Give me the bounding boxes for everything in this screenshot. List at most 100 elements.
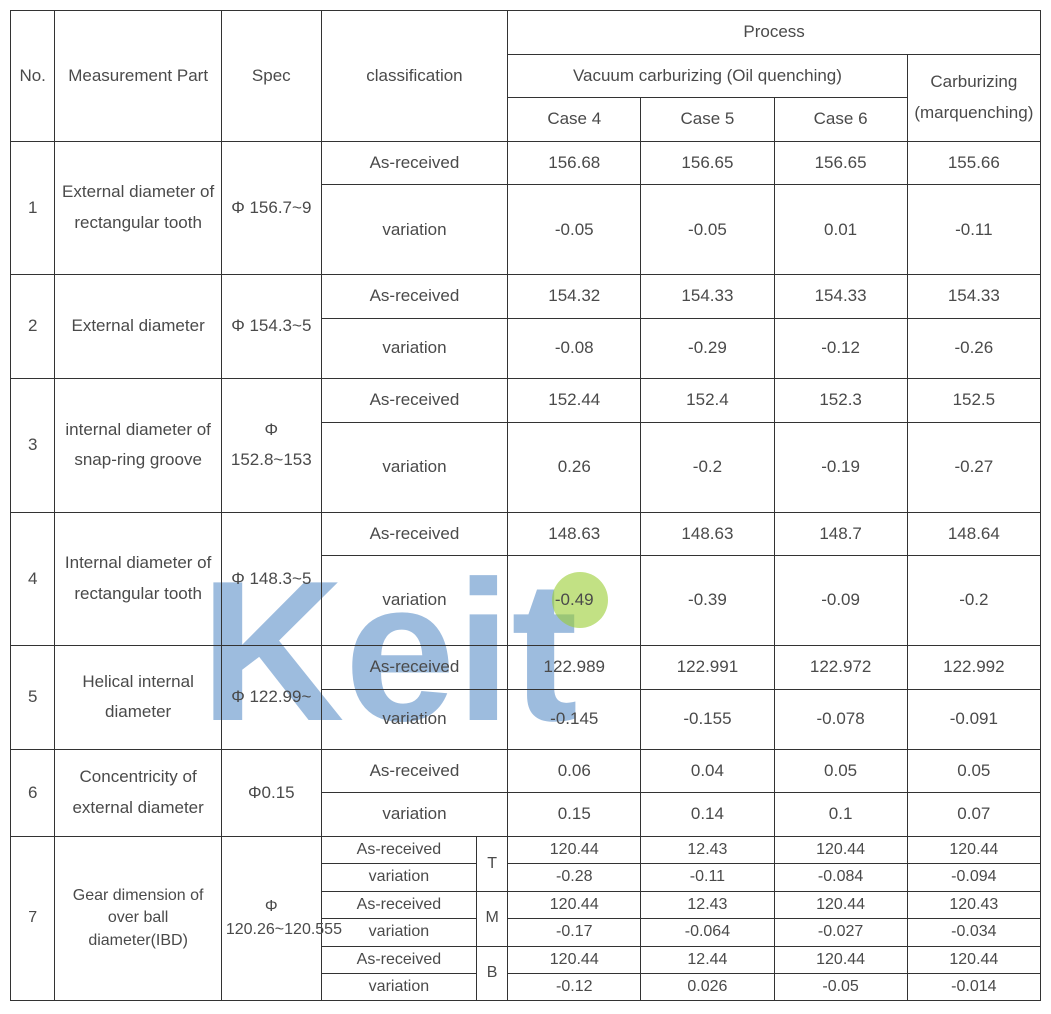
header-carburizing: Carburizing (marquenching)	[907, 54, 1040, 141]
cell: -0.26	[907, 318, 1040, 378]
cell: -0.12	[508, 973, 641, 1000]
cell: 152.44	[508, 378, 641, 422]
cell: 154.33	[774, 275, 907, 319]
cell: -0.11	[641, 864, 774, 891]
row-no: 5	[11, 646, 55, 750]
row-spec: Φ 120.26~120.555	[221, 836, 321, 1000]
cell: -0.28	[508, 864, 641, 891]
tmb-label: T	[477, 836, 508, 891]
cell: -0.05	[774, 973, 907, 1000]
cell: 154.33	[907, 275, 1040, 319]
cell: -0.12	[774, 318, 907, 378]
cell: -0.078	[774, 689, 907, 749]
cell: 148.7	[774, 512, 907, 556]
row-spec: Φ 156.7~9	[221, 141, 321, 275]
header-vacuum: Vacuum carburizing (Oil quenching)	[508, 54, 908, 98]
cell: 156.68	[508, 141, 641, 185]
cell: 0.04	[641, 749, 774, 793]
data-table: No. Measurement Part Spec classification…	[10, 10, 1041, 1001]
cell: 148.64	[907, 512, 1040, 556]
header-no: No.	[11, 11, 55, 142]
row-no: 6	[11, 749, 55, 836]
row-class-as: As-received	[321, 891, 476, 918]
cell: 0.14	[641, 793, 774, 837]
row-spec: Φ 154.3~5	[221, 275, 321, 379]
cell: 148.63	[508, 512, 641, 556]
cell: 120.44	[508, 891, 641, 918]
tmb-label: B	[477, 946, 508, 1001]
cell: -0.08	[508, 318, 641, 378]
cell: -0.11	[907, 185, 1040, 275]
cell: 12.43	[641, 891, 774, 918]
cell: -0.27	[907, 422, 1040, 512]
cell: -0.034	[907, 919, 1040, 946]
row-class-var: variation	[321, 318, 507, 378]
cell: 156.65	[641, 141, 774, 185]
cell: -0.2	[907, 556, 1040, 646]
row-part: Helical internal diameter	[55, 646, 221, 750]
row-class-as: As-received	[321, 749, 507, 793]
header-case4: Case 4	[508, 98, 641, 142]
row-class-var: variation	[321, 422, 507, 512]
row-class-as: As-received	[321, 275, 507, 319]
cell: 0.1	[774, 793, 907, 837]
cell: 120.44	[508, 836, 641, 863]
cell: -0.2	[641, 422, 774, 512]
cell: 122.992	[907, 646, 1040, 690]
row-class-var: variation	[321, 919, 476, 946]
cell: -0.027	[774, 919, 907, 946]
cell: 0.026	[641, 973, 774, 1000]
cell: 154.33	[641, 275, 774, 319]
cell: -0.091	[907, 689, 1040, 749]
row-no: 2	[11, 275, 55, 379]
cell: -0.49	[508, 556, 641, 646]
row-no: 1	[11, 141, 55, 275]
cell: -0.39	[641, 556, 774, 646]
cell: 12.44	[641, 946, 774, 973]
row-class-as: As-received	[321, 141, 507, 185]
cell: -0.094	[907, 864, 1040, 891]
cell: -0.29	[641, 318, 774, 378]
cell: -0.05	[508, 185, 641, 275]
cell: -0.09	[774, 556, 907, 646]
cell: 0.26	[508, 422, 641, 512]
cell: 120.44	[774, 946, 907, 973]
cell: -0.19	[774, 422, 907, 512]
header-case5: Case 5	[641, 98, 774, 142]
header-spec: Spec	[221, 11, 321, 142]
row-no: 3	[11, 378, 55, 512]
row-class-var: variation	[321, 793, 507, 837]
row-no: 7	[11, 836, 55, 1000]
cell: 152.4	[641, 378, 774, 422]
cell: 152.5	[907, 378, 1040, 422]
header-process: Process	[508, 11, 1041, 55]
cell: 120.44	[907, 836, 1040, 863]
row-spec: Φ 152.8~153	[221, 378, 321, 512]
row-part: Concentricity of external diameter	[55, 749, 221, 836]
cell: 122.989	[508, 646, 641, 690]
row-class-var: variation	[321, 689, 507, 749]
row-class-var: variation	[321, 185, 507, 275]
row-part: internal diameter of snap-ring groove	[55, 378, 221, 512]
row-part: Internal diameter of rectangular tooth	[55, 512, 221, 646]
cell: 0.07	[907, 793, 1040, 837]
cell: 0.01	[774, 185, 907, 275]
cell: 120.44	[508, 946, 641, 973]
row-part: External diameter of rectangular tooth	[55, 141, 221, 275]
row-class-as: As-received	[321, 512, 507, 556]
row-no: 4	[11, 512, 55, 646]
cell: 12.43	[641, 836, 774, 863]
row-spec: Φ0.15	[221, 749, 321, 836]
cell: 154.32	[508, 275, 641, 319]
cell: -0.05	[641, 185, 774, 275]
cell: 0.05	[774, 749, 907, 793]
cell: 122.991	[641, 646, 774, 690]
cell: -0.17	[508, 919, 641, 946]
cell: 152.3	[774, 378, 907, 422]
header-classification: classification	[321, 11, 507, 142]
cell: 0.06	[508, 749, 641, 793]
header-case6: Case 6	[774, 98, 907, 142]
tmb-label: M	[477, 891, 508, 946]
cell: -0.014	[907, 973, 1040, 1000]
cell: 156.65	[774, 141, 907, 185]
